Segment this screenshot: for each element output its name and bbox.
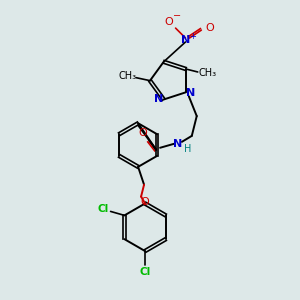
Text: Cl: Cl [140,267,151,277]
Text: N: N [181,35,190,45]
Text: O: O [138,128,147,138]
Text: +: + [189,32,196,40]
Text: N: N [173,139,182,149]
Text: CH₃: CH₃ [118,71,136,81]
Text: O: O [205,23,214,33]
Text: H: H [184,144,191,154]
Text: −: − [172,11,181,21]
Text: Cl: Cl [97,204,108,214]
Text: CH₃: CH₃ [199,68,217,78]
Text: O: O [164,17,173,27]
Text: N: N [186,88,195,98]
Text: O: O [141,196,149,206]
Text: N: N [154,94,164,103]
